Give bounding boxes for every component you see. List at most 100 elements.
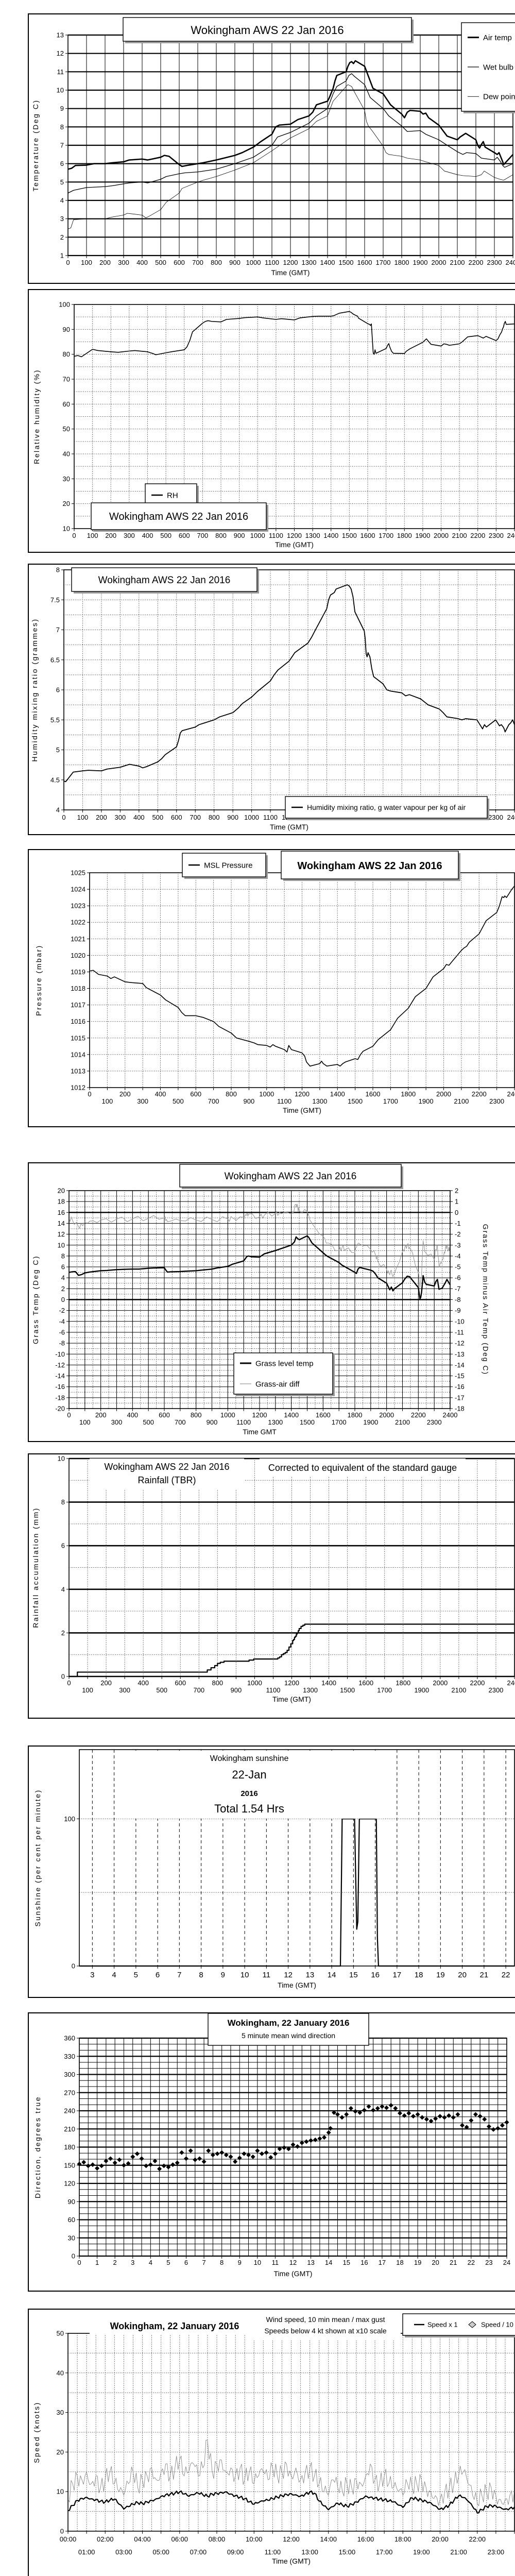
svg-text:2: 2 (60, 233, 64, 241)
svg-text:14: 14 (325, 2259, 332, 2266)
svg-text:11:00: 11:00 (265, 2548, 281, 2556)
svg-text:2: 2 (455, 1187, 458, 1195)
svg-text:80: 80 (63, 350, 70, 358)
svg-text:1100: 1100 (266, 1686, 280, 1694)
y-axis-title: Temperature (Deg C) (31, 99, 40, 192)
svg-text:2400: 2400 (507, 814, 515, 821)
svg-text:500: 500 (156, 1686, 167, 1694)
svg-text:15: 15 (349, 1971, 358, 1979)
y2-axis-labels: -18-17-16-15-14-13-12-11-10-9-8-7-6-5-4-… (450, 1187, 490, 1413)
svg-text:1200: 1200 (295, 1090, 310, 1098)
svg-text:20: 20 (458, 1971, 467, 1979)
svg-text:05:00: 05:00 (152, 2548, 169, 2556)
svg-text:1: 1 (95, 2259, 99, 2266)
svg-text:2000: 2000 (433, 1679, 448, 1687)
svg-text:300: 300 (118, 259, 129, 266)
y-axis-labels: 4 4.5 5 5.5 6 6.5 7 7.5 8 Humidity mixing ratio (… (30, 566, 64, 814)
svg-text:22: 22 (502, 1971, 510, 1979)
svg-text:17: 17 (379, 2259, 386, 2266)
svg-text:5: 5 (166, 2259, 170, 2266)
svg-text:400: 400 (136, 259, 148, 266)
svg-text:1700: 1700 (332, 1418, 347, 1426)
grid (67, 34, 513, 257)
series-humidity-mixing-ratio-g-water-vapour-per-kg-of-air (63, 584, 515, 783)
wind-speed-chart: 00:0001:0002:0003:0004:0005:0006:0007:00… (28, 2309, 515, 2576)
svg-text:1900: 1900 (414, 1686, 429, 1694)
svg-text:1023: 1023 (71, 902, 85, 910)
svg-text:1200: 1200 (284, 1679, 299, 1687)
grid (67, 2333, 515, 2532)
svg-text:4: 4 (112, 1971, 116, 1979)
svg-text:100: 100 (59, 301, 70, 309)
svg-text:300: 300 (119, 1686, 130, 1694)
svg-text:9: 9 (238, 2259, 242, 2266)
svg-text:6: 6 (61, 1263, 65, 1271)
svg-text:12: 12 (289, 2259, 297, 2266)
svg-text:800: 800 (212, 1679, 223, 1687)
svg-text:7.5: 7.5 (50, 596, 60, 604)
svg-text:1500: 1500 (340, 1686, 355, 1694)
svg-text:-8: -8 (59, 1340, 65, 1347)
svg-text:22:00: 22:00 (469, 2535, 486, 2543)
svg-text:10: 10 (57, 2488, 64, 2496)
svg-text:210: 210 (64, 2125, 75, 2133)
svg-text:7: 7 (202, 2259, 205, 2266)
svg-text:5 minute mean wind direction: 5 minute mean wind direction (242, 2031, 335, 2040)
svg-text:1800: 1800 (397, 532, 412, 539)
svg-text:100: 100 (87, 532, 98, 539)
svg-text:500: 500 (155, 259, 166, 266)
svg-text:8: 8 (199, 1971, 203, 1979)
panel-border (28, 1453, 515, 1719)
svg-text:09:00: 09:00 (227, 2548, 244, 2556)
svg-text:400: 400 (133, 814, 145, 821)
svg-text:2200: 2200 (470, 532, 485, 539)
svg-text:13: 13 (57, 31, 64, 39)
svg-text:70: 70 (63, 376, 70, 383)
y-axis-labels: 1012 1013 1014 1015 1016 1017 1018 1019 1020 1021… (35, 869, 90, 1092)
y-axis-title: Speed (knots) (32, 2401, 41, 2463)
y-axis-title: Grass Temp (Deg C) (31, 1255, 40, 1344)
title-box: Wokingham AWS 22 Jan 2016 (179, 1164, 403, 1189)
svg-text:0: 0 (88, 1090, 91, 1098)
svg-text:400: 400 (127, 1411, 138, 1419)
svg-text:800: 800 (191, 1411, 202, 1419)
svg-text:9: 9 (221, 1971, 225, 1979)
svg-text:5: 5 (56, 746, 60, 754)
series-rh (74, 311, 515, 358)
svg-text:-15: -15 (455, 1372, 465, 1380)
svg-text:2200: 2200 (472, 1090, 487, 1098)
svg-text:200: 200 (119, 1090, 131, 1098)
svg-text:90: 90 (68, 2198, 75, 2206)
x-axis-title: Time (GMT) (272, 2557, 311, 2565)
svg-text:Wokingham AWS 22 Jan 2016: Wokingham AWS 22 Jan 2016 (191, 24, 344, 37)
svg-text:0: 0 (455, 1209, 458, 1216)
svg-text:Wet bulb: Wet bulb (483, 63, 513, 72)
svg-text:-13: -13 (455, 1350, 465, 1358)
svg-text:13: 13 (306, 1971, 315, 1979)
svg-text:Speeds below 4 kt shown at x10: Speeds below 4 kt shown at x10 scale (264, 2327, 387, 2335)
svg-text:6: 6 (60, 160, 64, 167)
x-axis-labels: 0 100 200 300 400 500 600 700 800 900 1000 1100 1200… (66, 256, 515, 277)
svg-text:1400: 1400 (320, 259, 335, 266)
panel-relative-humidity: 0 100 200 300 400 500 600 700 800 900 1000 1100 1200… (28, 289, 515, 553)
svg-text:100: 100 (82, 1686, 93, 1694)
svg-text:Wokingham AWS 22 Jan 2016: Wokingham AWS 22 Jan 2016 (297, 860, 442, 872)
svg-text:5: 5 (134, 1971, 138, 1979)
svg-text:2000: 2000 (379, 1411, 394, 1419)
mixing-ratio-chart: 0100200300400500600700800900100011001200… (28, 564, 515, 835)
svg-text:1400: 1400 (323, 532, 338, 539)
svg-text:12: 12 (57, 49, 64, 57)
series-grass-air-diff (68, 1204, 451, 1288)
panel-wind-speed: 00:00 01:00 02:00 03:00 04:00 05:00 06:00 07:00… (28, 2309, 515, 2576)
svg-text:800: 800 (226, 1090, 237, 1098)
svg-text:2400: 2400 (506, 259, 515, 266)
svg-text:02:00: 02:00 (97, 2535, 114, 2543)
panel-border (28, 2012, 515, 2292)
x-axis-title: Time (GMT) (270, 823, 308, 831)
y-axis-labels: 0 100 Sunshine (per cent per minute) (33, 1789, 79, 1970)
y-axis-title: Sunshine (per cent per minute) (33, 1789, 42, 1926)
title-box: Wokingham sunshine 22-Jan 2016 Total 1.54 H… (115, 1751, 383, 1819)
x-axis-title: Time (GMT) (271, 268, 310, 277)
svg-text:200: 200 (99, 259, 111, 266)
